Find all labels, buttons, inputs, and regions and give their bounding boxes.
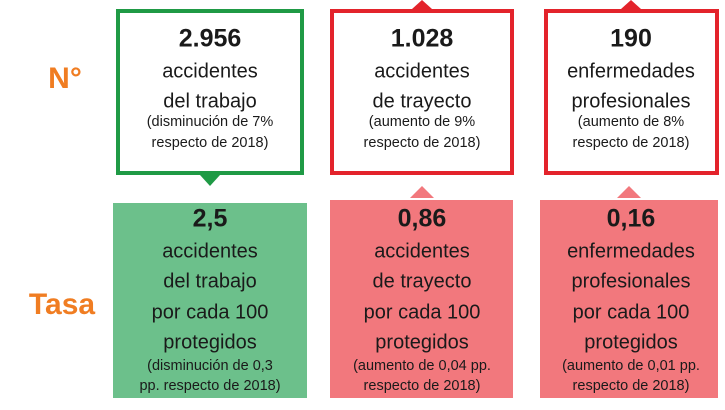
card-line: de trayecto: [373, 270, 472, 292]
card-number: 1.028: [391, 25, 454, 53]
card-line: del trabajo: [163, 90, 256, 112]
card-box: [330, 9, 514, 175]
card-note: (aumento de 8%: [578, 114, 685, 130]
card-line: de trayecto: [373, 90, 472, 112]
row-label: N°: [48, 62, 82, 95]
card-box: [116, 9, 304, 175]
card-line: profesionales: [572, 90, 691, 112]
arrow-down: [200, 175, 220, 186]
card-box: [330, 200, 513, 398]
card-note: (aumento de 9%: [369, 114, 476, 130]
card-note: respecto de 2018): [573, 378, 690, 394]
card-line: accidentes: [162, 60, 258, 82]
arrow-up: [410, 186, 434, 198]
card-line: enfermedades: [567, 60, 695, 82]
card-note: respecto de 2018): [364, 135, 481, 151]
card-line: accidentes: [374, 240, 470, 262]
card-note: (disminución de 7%: [147, 114, 274, 130]
arrow-up: [412, 0, 432, 9]
card-line: por cada 100: [152, 301, 269, 323]
card-number: 2.956: [179, 25, 242, 53]
card-number: 0,16: [607, 205, 656, 233]
card-note: (aumento de 0,04 pp.: [353, 358, 491, 374]
card-line: profesionales: [572, 270, 691, 292]
card-number: 2,5: [193, 205, 228, 233]
card-note: pp. respecto de 2018): [139, 378, 280, 394]
card-box: [113, 203, 307, 398]
card-line: del trabajo: [163, 270, 256, 292]
card-line: por cada 100: [364, 301, 481, 323]
card-number: 190: [610, 25, 652, 53]
card-note: respecto de 2018): [364, 378, 481, 394]
arrow-up: [617, 186, 641, 198]
card-line: accidentes: [374, 60, 470, 82]
card-line: protegidos: [375, 331, 468, 353]
card-box: [544, 9, 719, 175]
card-line: protegidos: [584, 331, 677, 353]
card-line: por cada 100: [573, 301, 690, 323]
row-label: Tasa: [29, 288, 95, 321]
card-note: (disminución de 0,3: [147, 358, 273, 374]
card-note: (aumento de 0,01 pp.: [562, 358, 700, 374]
card-number: 0,86: [398, 205, 447, 233]
card-line: accidentes: [162, 240, 258, 262]
card-line: enfermedades: [567, 240, 695, 262]
arrow-up: [621, 0, 641, 9]
card-box: [540, 200, 718, 398]
card-line: protegidos: [163, 331, 256, 353]
card-note: respecto de 2018): [152, 135, 269, 151]
card-note: respecto de 2018): [573, 135, 690, 151]
